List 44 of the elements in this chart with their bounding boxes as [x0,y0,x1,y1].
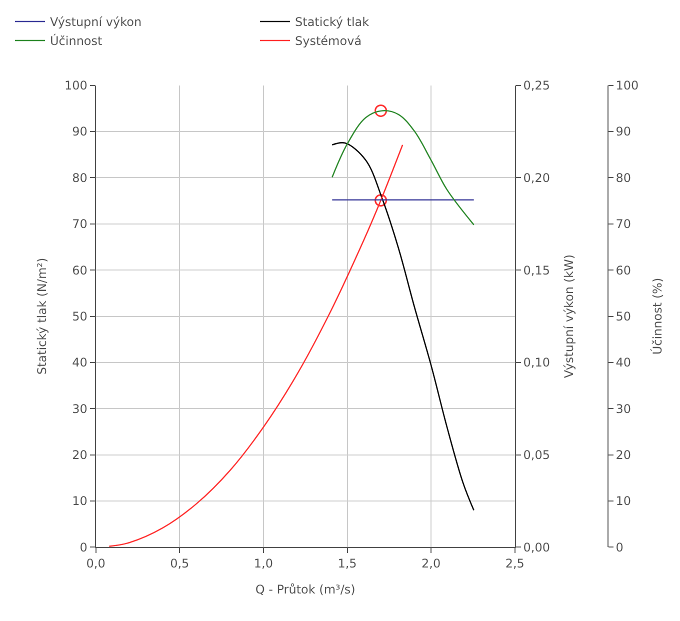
y2-tick-label: 0,20 [523,170,550,185]
y3-tick-label: 10 [616,494,631,508]
y2-tick-label: 0,25 [523,78,550,93]
y3-tick-label: 50 [616,309,631,324]
legend-label: Účinnost [50,33,103,48]
y3-tick-label: 20 [616,448,631,462]
y3-tick-label: 80 [616,170,631,185]
line-series [332,142,474,511]
y-tick-label: 0 [80,540,88,554]
y-tick-label: 20 [72,448,88,462]
y-tick-label: 40 [72,356,88,370]
x-axis-title: Q - Průtok (m³/s) [255,582,356,597]
y3-tick-label: 40 [616,356,631,370]
legend-label: Výstupní výkon [50,15,142,30]
y3-tick-label: 90 [616,124,631,139]
y-tick-label: 60 [72,263,88,278]
y3-tick-label: 100 [616,78,639,93]
y2-tick-label: 0,00 [523,540,550,554]
y3-tick-label: 70 [616,217,631,232]
y-tick-label: 50 [72,309,88,324]
y-tick-label: 80 [72,170,88,185]
y-axis-title: Statický tlak (N/m²) [34,258,49,375]
y-tick-label: 100 [64,78,88,93]
x-tick-label: 0,5 [170,556,190,571]
y3-tick-label: 30 [616,402,631,416]
y3-axis-title: Účinnost (%) [650,278,665,355]
y-tick-label: 10 [72,494,88,508]
x-tick-label: 1,5 [338,556,357,571]
y3-tick-label: 0 [616,540,624,554]
x-tick-label: 2,5 [505,556,524,571]
legend-label: Systémová [295,34,362,48]
x-tick-label: 0,0 [86,556,106,571]
y-tick-label: 30 [72,402,88,416]
legend-label: Statický tlak [295,15,370,30]
y-tick-label: 70 [72,217,88,232]
y2-tick-label: 0,10 [523,356,550,370]
y2-tick-label: 0,05 [523,448,550,462]
y3-tick-label: 60 [616,263,631,278]
y2-tick-label: 0,15 [523,263,550,278]
y-tick-label: 90 [72,124,88,139]
line-series [108,144,404,547]
x-tick-label: 1,0 [254,556,273,571]
x-tick-label: 2,0 [422,556,441,571]
y2-axis-title: Výstupní výkon (kW) [562,254,576,378]
